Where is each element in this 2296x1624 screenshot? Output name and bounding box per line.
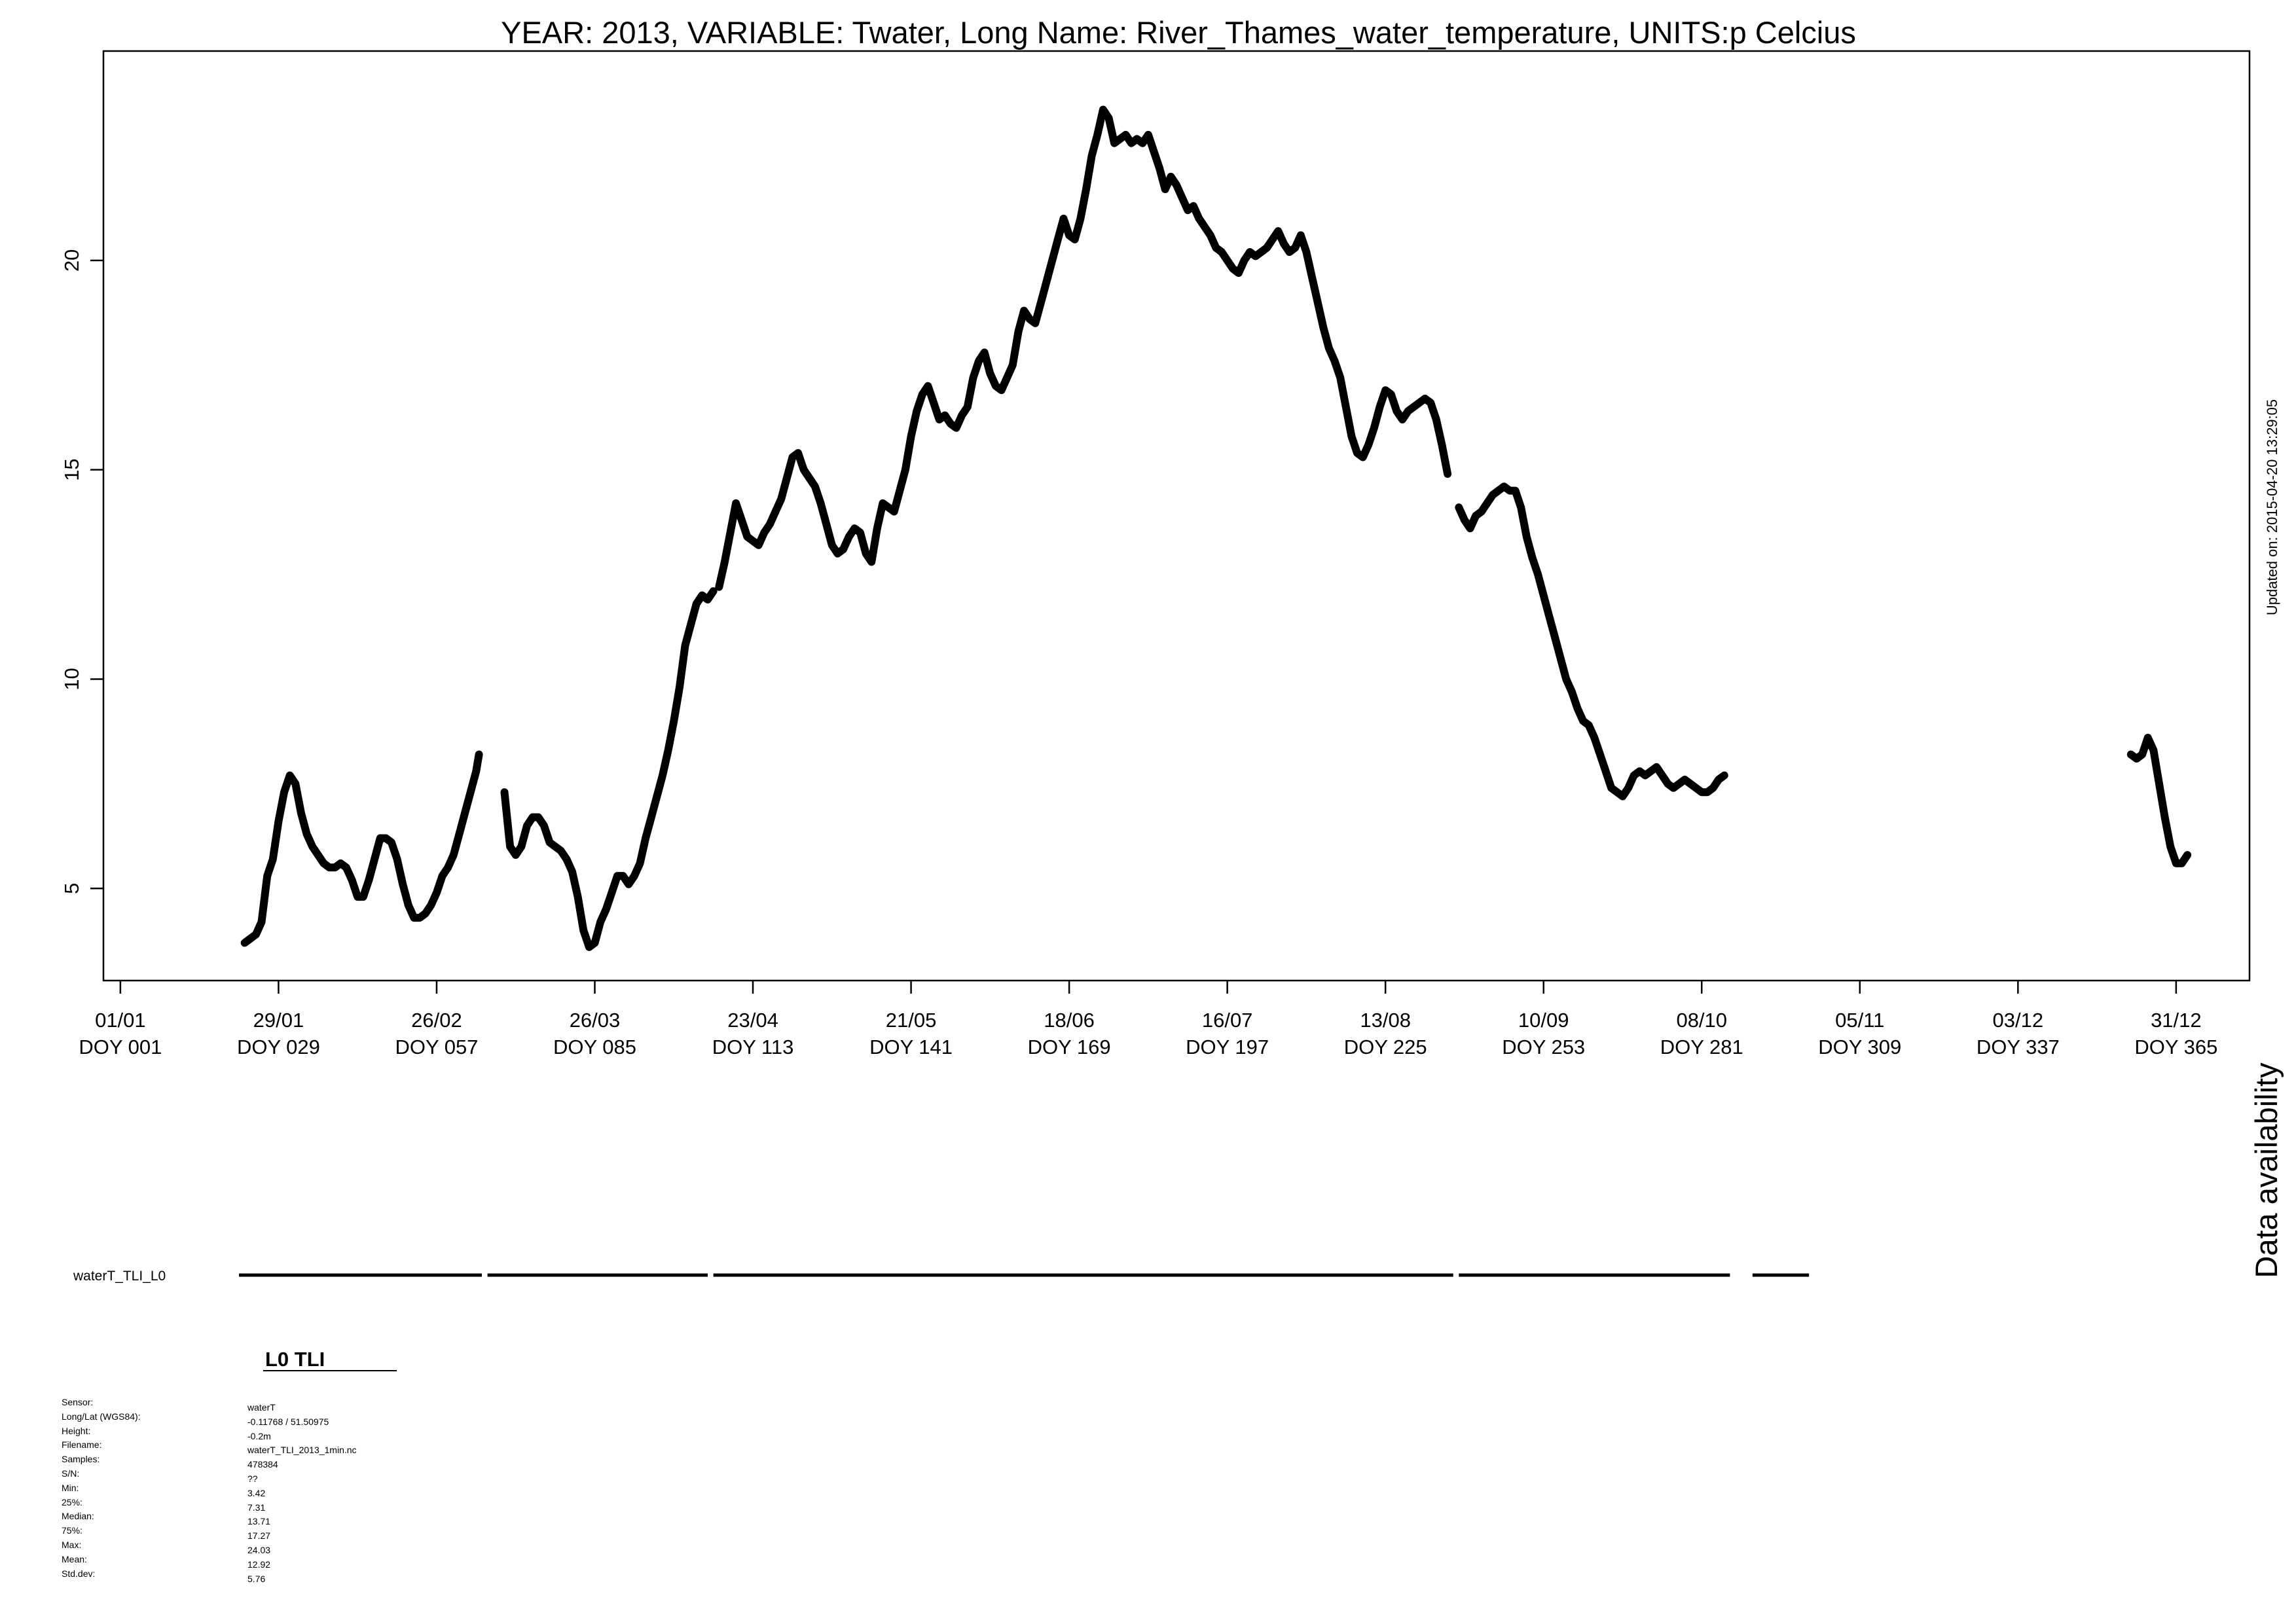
meta-label: 25%: <box>62 1496 82 1507</box>
meta-label: S/N: <box>62 1468 80 1479</box>
availability-series-label: waterT_TLI_L0 <box>73 1269 166 1284</box>
x-tick-date: 03/12 <box>1993 1009 2044 1032</box>
x-tick-date: 10/09 <box>1518 1009 1569 1032</box>
x-tick-doy: DOY 225 <box>1344 1036 1427 1058</box>
meta-label: Samples: <box>62 1454 100 1465</box>
meta-value: -0.11768 / 51.50975 <box>247 1416 329 1427</box>
x-tick-date: 01/01 <box>95 1009 146 1032</box>
plot-frame <box>102 50 2251 982</box>
x-tick-date: 26/02 <box>411 1009 462 1032</box>
meta-value: ?? <box>247 1473 258 1484</box>
x-tick-date: 16/07 <box>1202 1009 1253 1032</box>
meta-value: -0.2m <box>247 1430 271 1441</box>
x-tick-doy: DOY 029 <box>237 1036 320 1058</box>
data-availability-title: Data availability <box>2249 1062 2284 1278</box>
meta-value: 3.42 <box>247 1487 266 1498</box>
meta-value: 5.76 <box>247 1573 266 1584</box>
meta-label: Mean: <box>62 1553 87 1564</box>
x-tick-date: 13/08 <box>1360 1009 1411 1032</box>
x-tick-doy: DOY 253 <box>1502 1036 1585 1058</box>
y-tick-label: 5 <box>60 883 83 894</box>
x-axis: 01/01 DOY 001 29/01 DOY 029 26/02 DOY 057 26/0… <box>79 981 2217 1058</box>
series-line-segment <box>500 587 718 951</box>
y-tick-label: 15 <box>60 458 83 480</box>
x-tick-doy: DOY 141 <box>869 1036 953 1058</box>
meta-value: waterT <box>247 1402 276 1413</box>
x-tick-doy: DOY 197 <box>1186 1036 1269 1058</box>
x-tick-doy: DOY 309 <box>1818 1036 1901 1058</box>
series-line-segment <box>715 105 1452 591</box>
y-axis: 5 10 15 20 <box>60 249 103 894</box>
x-tick-doy: DOY 337 <box>1977 1036 2060 1058</box>
x-tick-doy: DOY 169 <box>1028 1036 1111 1058</box>
x-tick-date: 23/04 <box>727 1009 778 1032</box>
updated-on-label: Updated on: 2015-04-20 13:29:05 <box>2264 399 2280 615</box>
x-tick-date: 29/01 <box>253 1009 304 1032</box>
x-tick-date: 21/05 <box>886 1009 937 1032</box>
meta-value: 12.92 <box>247 1559 271 1570</box>
meta-value: 24.03 <box>247 1545 271 1555</box>
meta-label: Sensor: <box>62 1397 94 1407</box>
x-tick-date: 08/10 <box>1676 1009 1727 1032</box>
x-tick-doy: DOY 281 <box>1660 1036 1743 1058</box>
x-tick-doy: DOY 085 <box>553 1036 636 1058</box>
meta-value: 478384 <box>247 1459 278 1470</box>
meta-value: 17.27 <box>247 1530 271 1542</box>
x-tick-doy: DOY 113 <box>712 1036 794 1058</box>
meta-label: Height: <box>62 1425 91 1436</box>
series-water-temperature <box>240 105 2192 951</box>
y-tick-label: 10 <box>60 668 83 690</box>
series-line-segment <box>2126 734 2192 867</box>
meta-heading: L0 TLI <box>265 1348 325 1371</box>
meta-label: Long/Lat (WGS84): <box>62 1411 141 1422</box>
meta-label: Median: <box>62 1511 94 1522</box>
x-tick-date: 18/06 <box>1044 1009 1095 1032</box>
meta-value: waterT_TLI_2013_1min.nc <box>247 1445 357 1456</box>
meta-value: 13.71 <box>247 1516 271 1527</box>
x-tick-doy: DOY 001 <box>79 1036 162 1058</box>
y-tick-label: 20 <box>60 249 83 272</box>
x-tick-date: 31/12 <box>2151 1009 2202 1032</box>
chart-title: YEAR: 2013, VARIABLE: Twater, Long Name:… <box>501 15 1856 50</box>
meta-label: Min: <box>62 1482 79 1493</box>
x-tick-doy: DOY 365 <box>2134 1036 2217 1058</box>
meta-label: 75%: <box>62 1525 82 1536</box>
meta-label: Std.dev: <box>62 1568 96 1579</box>
x-tick-date: 26/03 <box>570 1009 621 1032</box>
x-tick-doy: DOY 057 <box>395 1036 478 1058</box>
meta-value: 7.31 <box>247 1502 266 1513</box>
series-line-segment <box>1455 482 1728 801</box>
x-tick-date: 05/11 <box>1835 1009 1884 1032</box>
meta-label: Filename: <box>62 1439 102 1451</box>
meta-label: Max: <box>62 1540 82 1550</box>
series-line-segment <box>240 750 483 947</box>
